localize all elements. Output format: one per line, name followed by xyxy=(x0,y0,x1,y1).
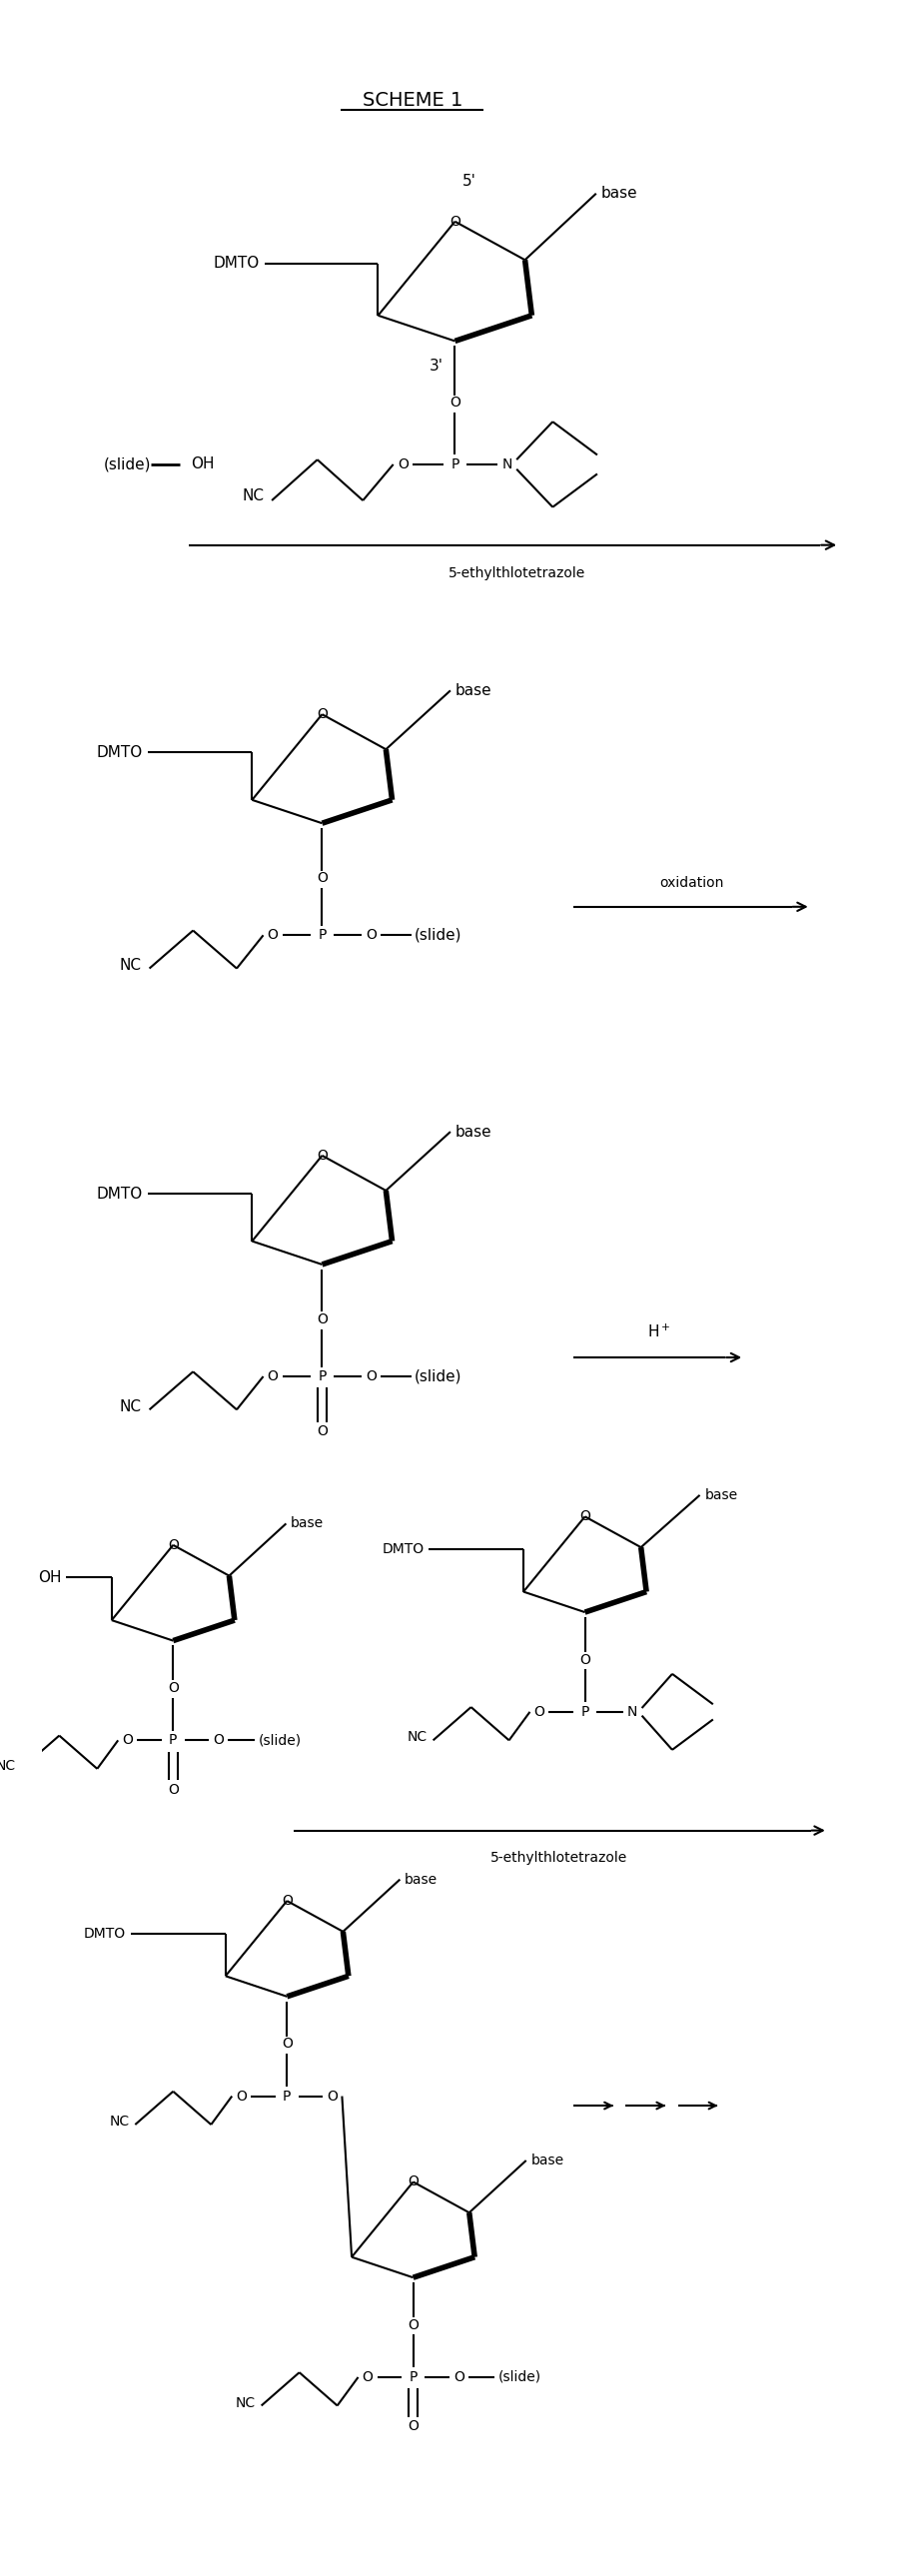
Text: O: O xyxy=(366,1370,377,1383)
Text: O: O xyxy=(268,927,278,943)
Text: NC: NC xyxy=(110,2115,129,2128)
Text: NC: NC xyxy=(235,2396,256,2409)
Text: P: P xyxy=(318,1370,326,1383)
Text: O: O xyxy=(534,1705,545,1718)
Text: P: P xyxy=(409,2370,418,2385)
Text: base: base xyxy=(531,2154,564,2166)
Text: H$^+$: H$^+$ xyxy=(647,1324,671,1340)
Text: base: base xyxy=(705,1489,737,1502)
Text: oxidation: oxidation xyxy=(660,876,725,889)
Text: O: O xyxy=(366,927,377,943)
Text: N: N xyxy=(502,459,512,471)
Text: NC: NC xyxy=(0,1759,15,1772)
Text: NC: NC xyxy=(242,489,264,502)
Text: N: N xyxy=(627,1705,638,1718)
Text: P: P xyxy=(451,459,459,471)
Text: NC: NC xyxy=(408,1731,427,1744)
Text: SCHEME 1: SCHEME 1 xyxy=(362,90,462,111)
Text: O: O xyxy=(453,2370,464,2385)
Text: O: O xyxy=(282,1893,293,1909)
Text: DMTO: DMTO xyxy=(213,255,260,270)
Text: O: O xyxy=(317,1425,328,1437)
Text: O: O xyxy=(408,2419,418,2434)
Text: 3': 3' xyxy=(429,358,444,374)
Text: 5-ethylthlotetrazole: 5-ethylthlotetrazole xyxy=(448,567,585,580)
Text: O: O xyxy=(327,2089,338,2102)
Text: OH: OH xyxy=(191,456,215,471)
Text: NC: NC xyxy=(119,958,142,974)
Text: O: O xyxy=(168,1783,179,1795)
Text: (slide): (slide) xyxy=(498,2370,541,2385)
Text: O: O xyxy=(579,1510,590,1522)
Text: O: O xyxy=(168,1682,179,1695)
Text: O: O xyxy=(317,1149,328,1162)
Text: DMTO: DMTO xyxy=(97,1185,143,1200)
Text: 5-ethylthlotetrazole: 5-ethylthlotetrazole xyxy=(491,1852,628,1865)
Text: O: O xyxy=(450,397,461,410)
Text: (slide): (slide) xyxy=(414,1368,462,1383)
Text: O: O xyxy=(408,2174,418,2190)
Text: NC: NC xyxy=(119,1399,142,1414)
Text: (slide): (slide) xyxy=(414,927,462,943)
Text: P: P xyxy=(581,1705,589,1718)
Text: base: base xyxy=(455,1123,492,1139)
Text: O: O xyxy=(268,1370,278,1383)
Text: O: O xyxy=(122,1734,133,1747)
Text: P: P xyxy=(318,927,326,943)
Text: P: P xyxy=(283,2089,291,2102)
Text: O: O xyxy=(362,2370,373,2385)
Text: O: O xyxy=(450,214,461,229)
Text: DMTO: DMTO xyxy=(97,744,143,760)
Text: P: P xyxy=(169,1734,177,1747)
Text: (slide): (slide) xyxy=(259,1734,302,1747)
Text: O: O xyxy=(408,2318,418,2331)
Text: base: base xyxy=(455,683,492,698)
Text: (slide): (slide) xyxy=(104,456,151,471)
Text: base: base xyxy=(601,185,638,201)
Text: O: O xyxy=(397,459,409,471)
Text: base: base xyxy=(405,1873,437,1886)
Text: O: O xyxy=(317,871,328,886)
Text: DMTO: DMTO xyxy=(84,1927,126,1940)
Text: 5': 5' xyxy=(462,173,476,188)
Text: O: O xyxy=(168,1538,179,1551)
Text: O: O xyxy=(317,708,328,721)
Text: DMTO: DMTO xyxy=(382,1543,424,1556)
Text: O: O xyxy=(213,1734,224,1747)
Text: O: O xyxy=(317,1314,328,1327)
Text: OH: OH xyxy=(38,1569,61,1584)
Text: O: O xyxy=(282,2038,293,2050)
Text: O: O xyxy=(236,2089,247,2102)
Text: base: base xyxy=(291,1517,324,1530)
Text: O: O xyxy=(579,1654,590,1667)
